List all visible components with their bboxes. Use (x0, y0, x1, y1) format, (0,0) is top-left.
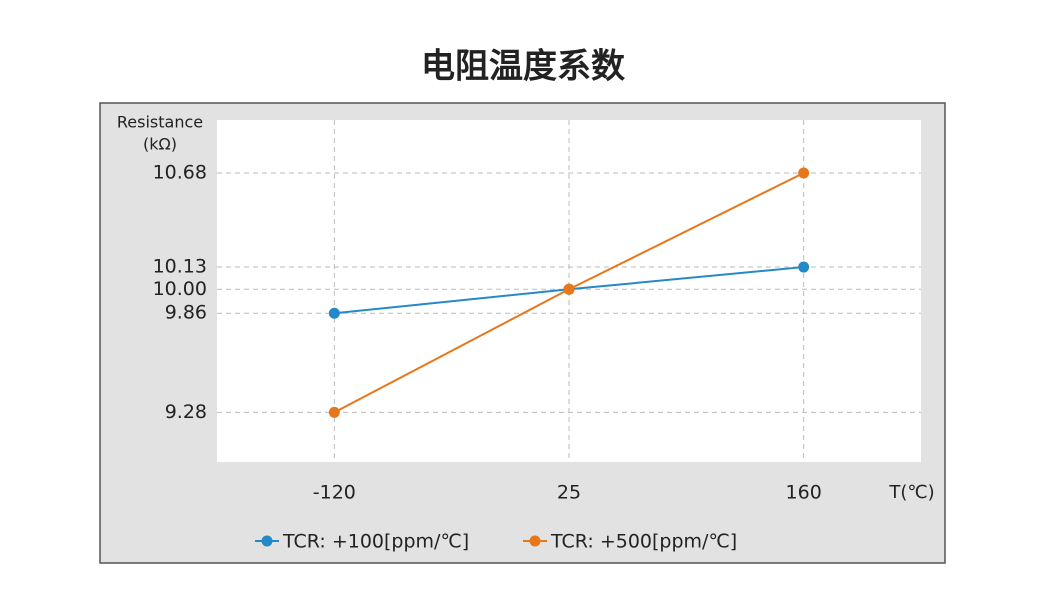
data-point (328, 307, 340, 319)
legend-label: TCR: +500[ppm/℃] (550, 531, 737, 553)
y-tick-label: 9.28 (165, 401, 207, 423)
data-point (798, 261, 810, 273)
data-point (563, 283, 575, 295)
data-point (328, 406, 340, 418)
x-axis-label: T(℃) (888, 482, 934, 503)
y-axis-label: (kΩ) (143, 135, 177, 154)
y-axis-label: Resistance (117, 113, 203, 132)
y-tick-label: 9.86 (165, 302, 207, 324)
x-tick-label: -120 (313, 482, 356, 504)
chart-title: 电阻温度系数 (421, 47, 625, 87)
y-tick-label: 10.00 (153, 278, 207, 300)
legend-marker (529, 535, 541, 547)
y-tick-label: 10.68 (153, 162, 207, 184)
y-tick-label: 10.13 (153, 256, 207, 278)
legend-marker (261, 535, 273, 547)
data-point (798, 167, 810, 179)
x-tick-label: 160 (786, 482, 822, 504)
x-tick-label: 25 (557, 482, 581, 504)
legend-label: TCR: +100[ppm/℃] (282, 531, 469, 553)
